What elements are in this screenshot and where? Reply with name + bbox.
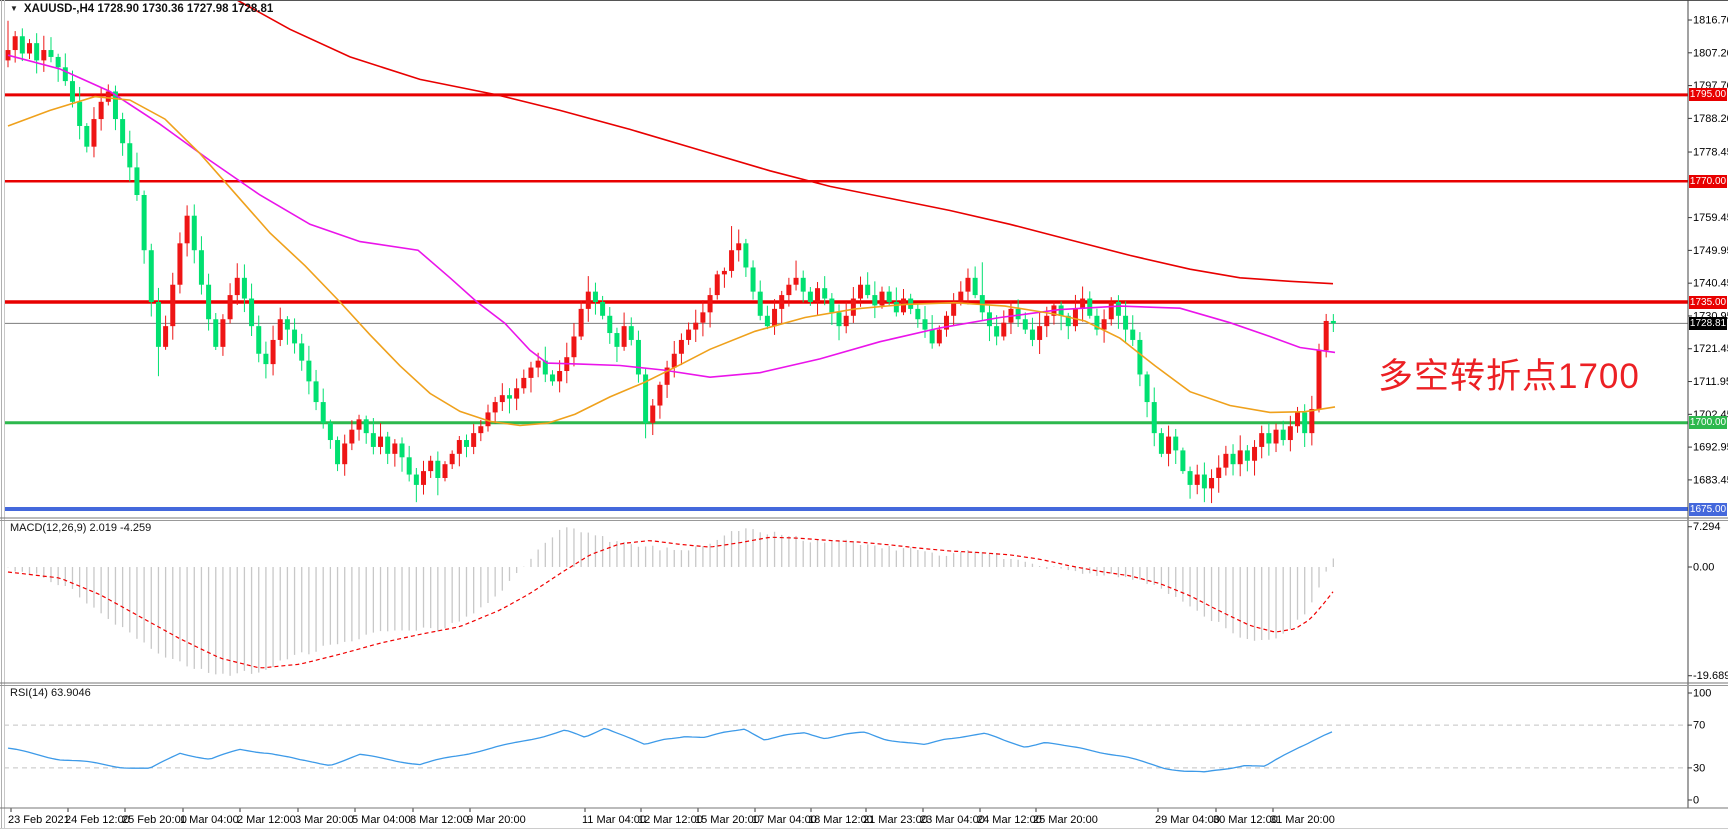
- price-tick-label: 1711.95: [1693, 376, 1728, 388]
- time-tick-label: 31 Mar 20:00: [1270, 814, 1335, 826]
- symbol-title: XAUUSD-,H4 1728.90 1730.36 1727.98 1728.…: [23, 3, 274, 15]
- level-price-badge: 1675.00: [1689, 502, 1727, 516]
- rsi-tick-label: 100: [1693, 688, 1711, 700]
- indicator-axes: 7.294 0.00 -19.689 100 70 30 0: [1688, 521, 1728, 807]
- price-axis: 1816.701807.201797.701788.201778.451759.…: [1688, 15, 1728, 486]
- price-tick-label: 1807.20: [1693, 47, 1728, 59]
- time-tick-label: 5 Mar 04:00: [352, 814, 411, 826]
- time-tick-label: 9 Mar 20:00: [467, 814, 526, 826]
- rsi-tick-label: 70: [1693, 720, 1705, 732]
- macd-signal-line: [7, 536, 1334, 669]
- time-tick-label: 12 Mar 12:00: [638, 814, 703, 826]
- time-tick-label: 15 Mar 20:00: [695, 814, 760, 826]
- price-tick-label: 1683.45: [1693, 474, 1728, 486]
- time-tick-label: 18 Mar 12:00: [808, 814, 873, 826]
- time-tick-label: 8 Mar 12:00: [410, 814, 469, 826]
- rsi-tick-label: 30: [1693, 762, 1705, 774]
- price-tick-label: 1692.95: [1693, 442, 1728, 454]
- price-tick-label: 1740.45: [1693, 278, 1728, 290]
- time-tick-label: 21 Mar 23:00: [863, 814, 928, 826]
- price-tick-label: 1788.20: [1693, 113, 1728, 125]
- chevron-down-icon[interactable]: ▼: [10, 4, 18, 13]
- time-tick-label: 1 Mar 04:00: [180, 814, 239, 826]
- time-tick-label: 24 Feb 12:00: [65, 814, 130, 826]
- time-tick-label: 30 Mar 12:00: [1213, 814, 1278, 826]
- rsi-level-lines: [4, 724, 1688, 769]
- price-tick-label: 1749.95: [1693, 245, 1728, 257]
- time-tick-label: 25 Feb 20:00: [122, 814, 187, 826]
- price-tick-label: 1721.45: [1693, 343, 1728, 355]
- time-tick-label: 29 Mar 04:00: [1155, 814, 1220, 826]
- time-tick-label: 24 Mar 12:00: [977, 814, 1042, 826]
- annotation-text[interactable]: 多空转折点1700: [1378, 357, 1640, 396]
- candles-series: [5, 20, 1336, 504]
- ma-mid-magenta-line: [7, 54, 1336, 379]
- price-tick-label: 1759.45: [1693, 212, 1728, 224]
- level-price-badge: 1770.00: [1689, 174, 1727, 188]
- price-tick-label: 1816.70: [1693, 15, 1728, 27]
- ma-slow-red-line: [236, 0, 1334, 285]
- time-tick-label: 25 Mar 20:00: [1033, 814, 1098, 826]
- macd-histogram: [7, 527, 1334, 676]
- rsi-indicator-label: RSI(14) 63.9046: [10, 687, 91, 699]
- time-tick-label: 3 Mar 20:00: [295, 814, 354, 826]
- time-tick-label: 11 Mar 04:00: [582, 814, 646, 826]
- time-tick-label: 23 Feb 2021: [8, 814, 70, 826]
- macd-tick-label: -19.689: [1693, 670, 1728, 682]
- rsi-tick-label: 0: [1693, 795, 1699, 807]
- ma-fast-orange-line: [7, 95, 1336, 427]
- macd-indicator-label: MACD(12,26,9) 2.019 -4.259: [10, 522, 152, 534]
- macd-tick-label: 0.00: [1693, 562, 1714, 574]
- level-price-badge: 1795.00: [1689, 88, 1727, 102]
- symbol-title-bar[interactable]: ▼ XAUUSD-,H4 1728.90 1730.36 1727.98 172…: [10, 3, 273, 15]
- time-tick-label: 2 Mar 12:00: [237, 814, 296, 826]
- time-tick-label: 23 Mar 04:00: [920, 814, 985, 826]
- current-price-badge: 1728.81: [1689, 316, 1727, 330]
- time-tick-label: 17 Mar 04:00: [752, 814, 817, 826]
- level-price-badge: 1735.00: [1689, 295, 1727, 309]
- price-tick-label: 1778.45: [1693, 147, 1728, 159]
- level-price-badge: 1700.00: [1689, 416, 1727, 430]
- rsi-line: [7, 727, 1333, 773]
- macd-tick-label: 7.294: [1693, 521, 1721, 533]
